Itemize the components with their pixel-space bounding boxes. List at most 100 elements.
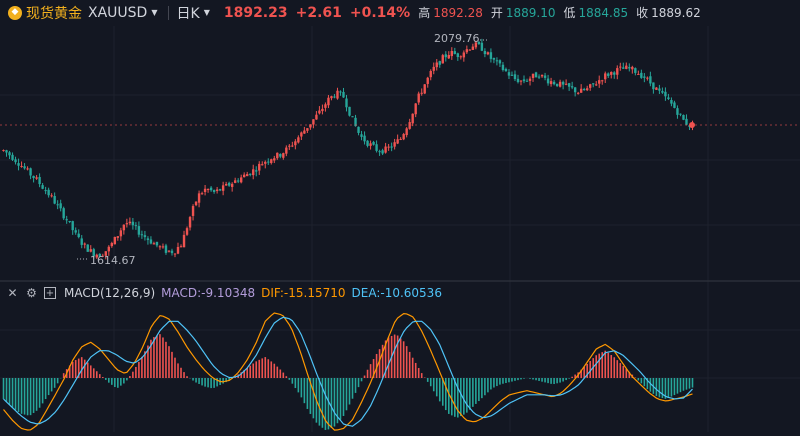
macd-histogram xyxy=(2,334,694,430)
candle-body xyxy=(435,62,438,68)
candle-body xyxy=(616,68,619,75)
candle-body xyxy=(354,117,357,127)
candle-body xyxy=(35,177,38,179)
candle-body xyxy=(89,249,92,252)
candle-body xyxy=(480,42,484,51)
close-value: 1889.62 xyxy=(651,5,701,20)
candle-body xyxy=(405,128,408,136)
candle-body xyxy=(2,150,5,152)
candle-body xyxy=(670,100,673,104)
candle-body xyxy=(604,73,607,80)
candle-body xyxy=(264,161,267,164)
candle-body xyxy=(273,158,276,161)
candle-body xyxy=(258,163,261,171)
candle-body xyxy=(543,75,547,78)
candle-body xyxy=(134,225,138,227)
candle-body xyxy=(685,118,688,125)
candle-body xyxy=(53,196,56,204)
candle-body xyxy=(372,141,375,145)
candle-body xyxy=(399,138,402,140)
candle-body xyxy=(682,114,685,120)
candlestick-series xyxy=(2,38,694,260)
candle-body xyxy=(528,78,532,81)
candle-body xyxy=(261,164,264,166)
price-change: +2.61 xyxy=(295,4,342,21)
candle-body xyxy=(71,221,74,231)
candle-body xyxy=(270,159,273,163)
candle-body xyxy=(5,150,8,153)
candle-body xyxy=(477,41,481,45)
candle-body xyxy=(417,93,420,103)
candle-body xyxy=(598,80,601,84)
candle-body xyxy=(288,145,291,147)
candle-body xyxy=(507,72,511,76)
candle-body xyxy=(161,246,165,248)
candle-body xyxy=(640,72,643,78)
candle-body xyxy=(140,234,144,236)
candle-body xyxy=(381,150,384,154)
candle-body xyxy=(152,243,156,245)
candle-body xyxy=(276,152,279,159)
candle-body xyxy=(679,113,682,115)
candle-body xyxy=(297,137,300,143)
candle-body xyxy=(306,128,309,131)
candle-body xyxy=(294,141,297,146)
candle-body xyxy=(441,55,444,64)
candle-body xyxy=(610,72,613,75)
candle-body xyxy=(459,56,463,58)
close-icon[interactable]: ✕ xyxy=(7,286,18,300)
chevron-down-icon[interactable]: ▼ xyxy=(203,8,210,17)
candle-body xyxy=(224,183,228,186)
candle-body xyxy=(233,180,237,183)
candle-body xyxy=(447,54,450,59)
candle-body xyxy=(450,51,453,57)
candle-body xyxy=(576,92,580,94)
settings-icon[interactable]: ⚙ xyxy=(26,286,37,300)
candle-body xyxy=(384,146,387,153)
candle-body xyxy=(622,67,625,69)
candle-body xyxy=(411,113,414,124)
candle-body xyxy=(643,76,646,78)
candle-body xyxy=(607,73,610,76)
candle-body xyxy=(215,189,219,191)
candle-body xyxy=(555,83,559,87)
candle-body xyxy=(74,230,77,233)
candle-body xyxy=(125,223,129,225)
candle-body xyxy=(558,81,562,87)
candle-body xyxy=(246,174,249,177)
macd-legend: ✕ ⚙ + MACD(12,26,9) MACD:-9.10348 DIF:-1… xyxy=(0,284,441,302)
candle-body xyxy=(661,91,664,93)
candle-body xyxy=(649,76,652,84)
period-selector[interactable]: 日K xyxy=(176,5,200,22)
candle-body xyxy=(239,177,243,183)
candle-body xyxy=(375,144,378,151)
candle-body xyxy=(324,104,327,108)
candle-body xyxy=(17,163,20,166)
high-label: 高 xyxy=(418,6,431,20)
candle-body xyxy=(462,52,466,58)
candle-body xyxy=(540,74,544,77)
candle-body xyxy=(312,119,315,125)
candle-body xyxy=(393,142,396,147)
add-icon[interactable]: + xyxy=(44,287,56,299)
candle-body xyxy=(628,67,631,69)
symbol-name[interactable]: 现货黄金 xyxy=(26,5,82,22)
candle-body xyxy=(23,166,26,169)
candle-body xyxy=(50,195,53,197)
candle-body xyxy=(426,77,429,84)
candle-body xyxy=(456,53,460,58)
candle-body xyxy=(474,42,478,48)
candle-body xyxy=(327,97,330,106)
candle-body xyxy=(537,76,541,78)
candle-body xyxy=(414,103,417,115)
candle-body xyxy=(321,108,324,112)
chevron-down-icon[interactable]: ▼ xyxy=(151,8,158,17)
candle-body xyxy=(495,60,499,62)
candle-body xyxy=(86,244,89,252)
symbol-code[interactable]: XAUUSD xyxy=(88,4,148,21)
candle-body xyxy=(498,60,502,64)
candle-body xyxy=(336,90,339,99)
last-price-dot xyxy=(689,122,695,128)
candle-body xyxy=(318,110,321,114)
